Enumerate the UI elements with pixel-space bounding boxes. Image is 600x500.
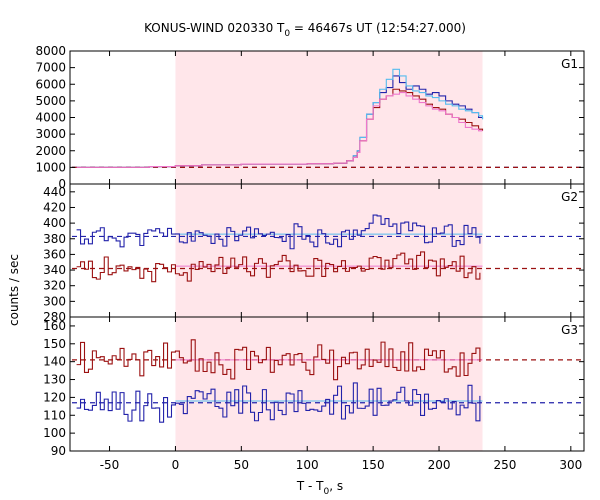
y-tick-label: 100 bbox=[43, 426, 66, 440]
chart-title-main: KONUS-WIND 020330 T bbox=[144, 21, 285, 35]
series-blue-g2 bbox=[76, 214, 481, 250]
panel-g1-series bbox=[72, 68, 582, 168]
chart-title: KONUS-WIND 020330 T0 = 46467s UT (12:54:… bbox=[144, 21, 466, 39]
x-axis-label-rest: , s bbox=[329, 479, 343, 493]
y-tick-label: 6000 bbox=[35, 77, 66, 91]
y-tick-label: 160 bbox=[43, 319, 66, 333]
panel-g3-series bbox=[72, 339, 582, 423]
y-tick-label: 5000 bbox=[35, 94, 66, 108]
x-tick-label: 150 bbox=[362, 458, 385, 472]
series-red-g3 bbox=[76, 339, 481, 381]
x-tick-label: 300 bbox=[559, 458, 582, 472]
x-axis-label-main: T - T bbox=[296, 479, 324, 493]
x-tick-label: 250 bbox=[493, 458, 516, 472]
y-tick-label: 440 bbox=[43, 185, 66, 199]
series-red-g2 bbox=[76, 251, 481, 283]
y-tick-label: 280 bbox=[43, 310, 66, 324]
panel-label-g2: G2 bbox=[561, 190, 578, 204]
y-tick-label: 150 bbox=[43, 337, 66, 351]
x-tick-label: 0 bbox=[172, 458, 180, 472]
x-tick-label: 100 bbox=[296, 458, 319, 472]
y-axis-label: counts / sec bbox=[7, 254, 21, 326]
panel-g2-series bbox=[72, 214, 582, 283]
y-tick-label: 7000 bbox=[35, 61, 66, 75]
y-tick-label: 8000 bbox=[35, 44, 66, 58]
y-tick-label: 400 bbox=[43, 216, 66, 230]
y-tick-label: 90 bbox=[51, 444, 66, 458]
x-tick-label: 50 bbox=[234, 458, 249, 472]
y-tick-label: 300 bbox=[43, 294, 66, 308]
y-tick-label: 130 bbox=[43, 373, 66, 387]
x-tick-label: 200 bbox=[428, 458, 451, 472]
y-tick-label: 110 bbox=[43, 408, 66, 422]
chart-title-sub: 0 bbox=[284, 29, 290, 39]
panel-label-g1: G1 bbox=[561, 57, 578, 71]
y-tick-label: 380 bbox=[43, 232, 66, 246]
series-blue-g3 bbox=[76, 382, 481, 423]
y-tick-label: 120 bbox=[43, 390, 66, 404]
y-tick-label: 4000 bbox=[35, 111, 66, 125]
shaded-interval bbox=[175, 51, 483, 451]
chart-title-rest: = 46467s UT (12:54:27.000) bbox=[290, 21, 466, 35]
panel-label-g3: G3 bbox=[561, 323, 578, 337]
y-tick-label: 0 bbox=[58, 177, 66, 191]
y-tick-label: 420 bbox=[43, 200, 66, 214]
series-pink-g1 bbox=[76, 92, 483, 168]
y-tick-label: 320 bbox=[43, 279, 66, 293]
y-tick-label: 2000 bbox=[35, 144, 66, 158]
y-tick-label: 1000 bbox=[35, 160, 66, 174]
data-layer bbox=[72, 68, 582, 423]
x-axis-label: T - T0, s bbox=[296, 479, 343, 497]
axes-layer: 010002000300040005000600070008000G128030… bbox=[35, 44, 585, 472]
shaded-interval-layer bbox=[175, 51, 483, 451]
y-tick-label: 340 bbox=[43, 263, 66, 277]
x-axis-label-sub: 0 bbox=[324, 487, 330, 497]
y-tick-label: 3000 bbox=[35, 127, 66, 141]
panel-frame-g3 bbox=[69, 316, 585, 452]
y-tick-label: 140 bbox=[43, 355, 66, 369]
x-tick-label: -50 bbox=[100, 458, 120, 472]
y-tick-label: 360 bbox=[43, 247, 66, 261]
